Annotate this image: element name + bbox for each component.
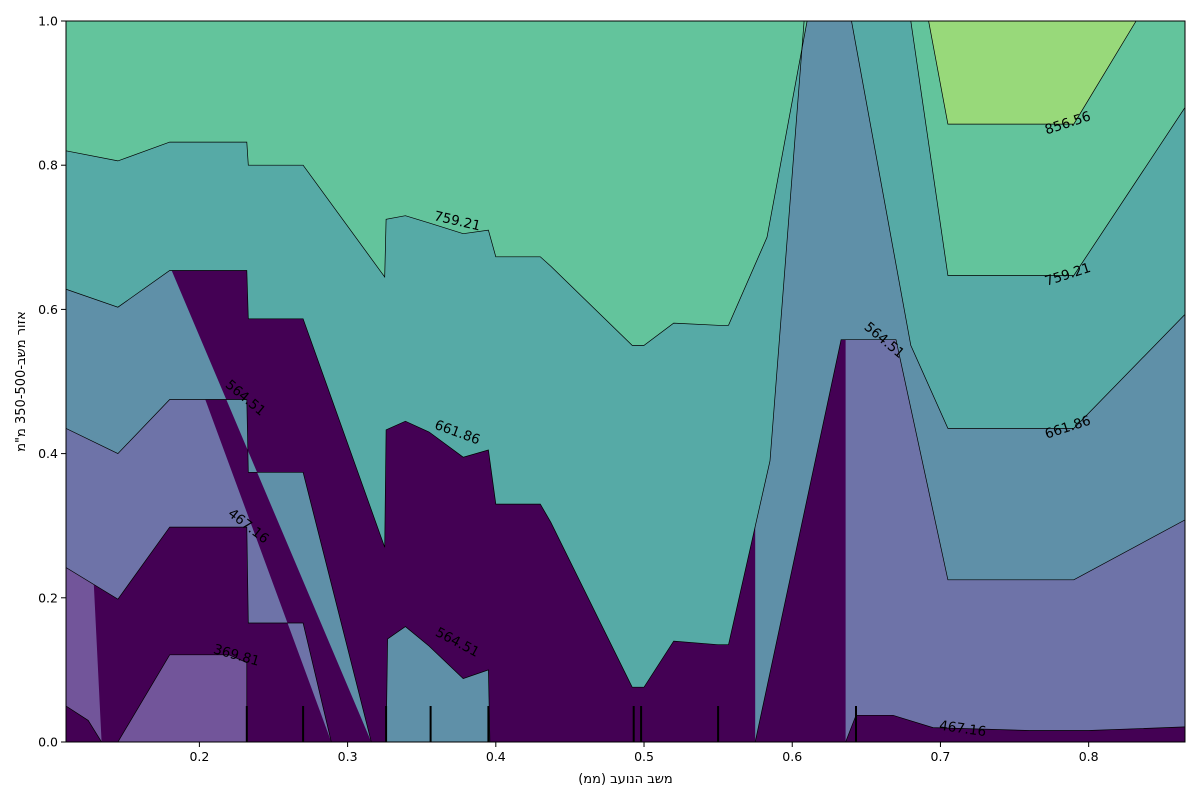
y-tick-label-5: 1.0 [38, 14, 58, 29]
contour-fill-4-0 [66, 21, 808, 346]
x-tick-label-0: 0.2 [189, 749, 209, 764]
contour-line-3-0 [66, 21, 805, 688]
x-tick-label-2: 0.4 [486, 749, 506, 764]
contour-label-7: 467.16 [938, 718, 987, 740]
y-tick-label-2: 0.4 [38, 446, 58, 461]
x-tick-label-3: 0.5 [634, 749, 654, 764]
y-axis-label: אזור משב-350-500 מ"מ [14, 311, 29, 452]
x-tick-label-6: 0.8 [1079, 749, 1099, 764]
contour-line-3-1 [851, 21, 1185, 429]
x-tick-label-4: 0.6 [782, 749, 802, 764]
y-tick-label-0: 0.0 [38, 735, 58, 750]
contour-line-0-1 [117, 654, 248, 742]
contour-line-2-0 [66, 399, 372, 742]
contour-fills [66, 21, 1185, 742]
contour-line-0-0 [66, 705, 102, 742]
contour-fill-5-0 [928, 21, 1137, 125]
contour-line-4-0 [66, 21, 808, 346]
rug-ticks [245, 706, 857, 742]
plot-frame [65, 20, 1186, 743]
contour-line-1-0 [66, 526, 332, 742]
y-axis-ticks: 0.0 0.2 0.4 0.6 0.8 1.0 [38, 14, 66, 750]
contour-line-2-1 [385, 626, 491, 742]
x-axis-label: משב הנועב (ממ) [578, 772, 673, 787]
contour-fill-0-1 [117, 654, 247, 742]
y-tick-label-1: 0.2 [38, 590, 58, 605]
contour-line-5-0 [928, 21, 1137, 125]
y-tick-label-3: 0.6 [38, 302, 58, 317]
contour-fill-2-1 [386, 626, 490, 742]
plot-area: 369.81467.16564.51759.21661.86564.51564.… [66, 21, 1185, 742]
contour-line-2-2 [754, 339, 1185, 742]
contour-line-4-1 [910, 21, 1185, 276]
x-tick-label-1: 0.3 [338, 749, 358, 764]
x-tick-label-5: 0.7 [931, 749, 951, 764]
x-axis-ticks: 0.2 0.3 0.4 0.5 0.6 0.7 0.8 [189, 742, 1099, 764]
y-tick-label-4: 0.8 [38, 158, 58, 173]
